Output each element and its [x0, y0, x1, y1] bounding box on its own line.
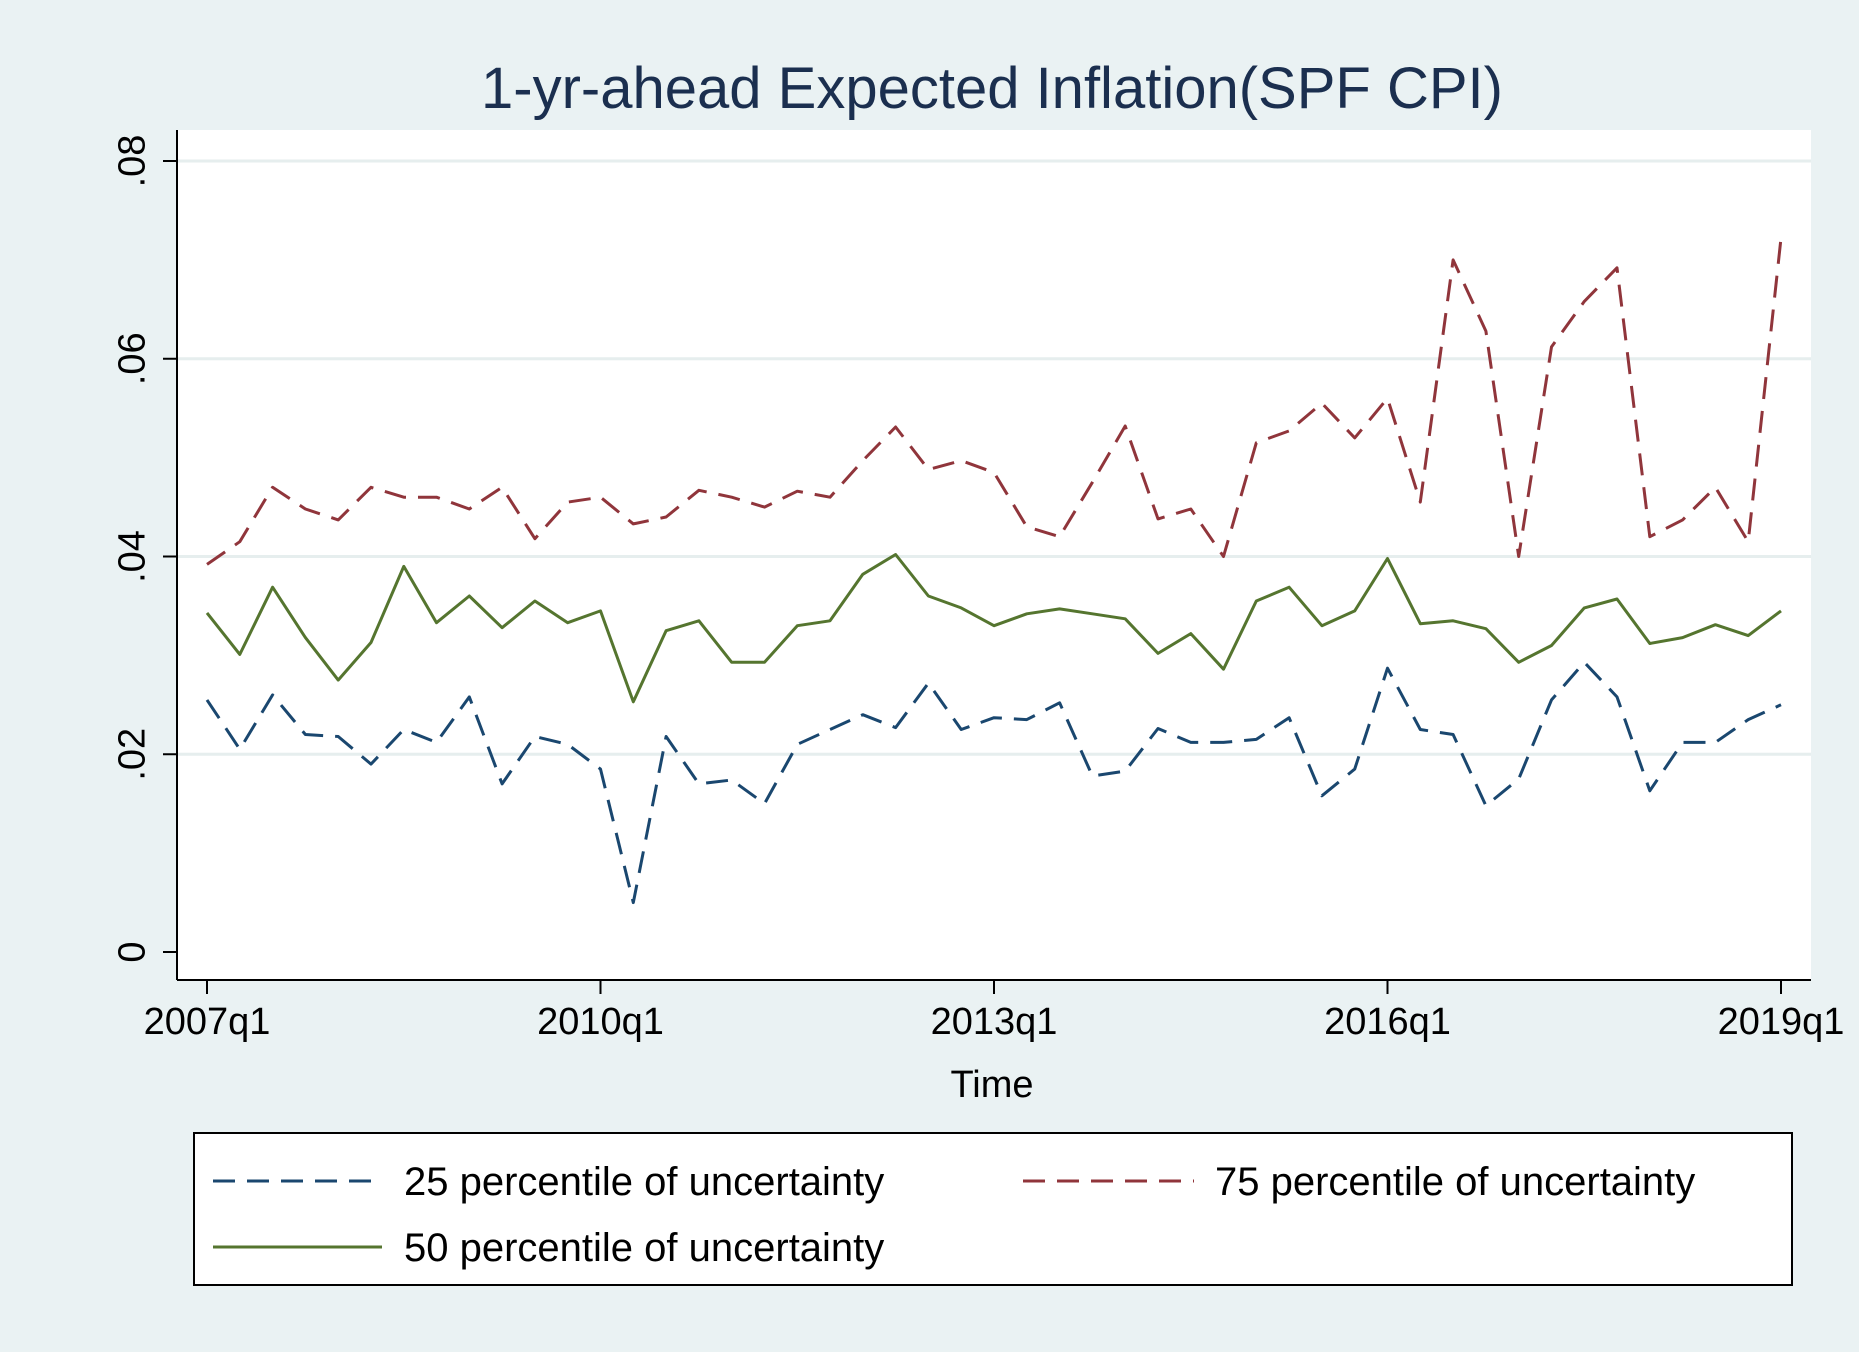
- y-tick-label: .04: [111, 530, 153, 583]
- legend-label-2: 75 percentile of uncertainty: [1215, 1160, 1695, 1204]
- legend-label-1: 25 percentile of uncertainty: [404, 1160, 884, 1204]
- gridlines: [177, 159, 1811, 756]
- y-tick-label: .02: [111, 728, 153, 781]
- y-tick-label: 0: [111, 941, 153, 962]
- x-axis-title: Time: [950, 1064, 1033, 1106]
- series-line-3: [205, 553, 1782, 704]
- y-tick-label: .06: [111, 332, 153, 385]
- x-tick-label: 2010q1: [537, 1001, 664, 1043]
- axes: 0 .02 .04 .06 .08 2007q1 2010q1 2013q1 2016q1 201…: [111, 130, 1844, 1043]
- legend-label-3: 50 percentile of uncertainty: [404, 1226, 884, 1270]
- x-tick-label: 2007q1: [144, 1001, 271, 1043]
- series-line-2: [206, 237, 1783, 566]
- legend-box: [193, 1132, 1793, 1286]
- series-line-1: [205, 660, 1782, 905]
- series-lines: [205, 237, 1783, 905]
- chart-title: 1-yr-ahead Expected Inflation(SPF CPI): [481, 56, 1503, 121]
- legend: 25 percentile of uncertainty 75 percentil…: [213, 1160, 1695, 1270]
- x-tick-label: 2019q1: [1718, 1001, 1845, 1043]
- x-tick-label: 2013q1: [931, 1001, 1058, 1043]
- x-tick-label: 2016q1: [1324, 1001, 1451, 1043]
- y-tick-label: .08: [111, 135, 153, 188]
